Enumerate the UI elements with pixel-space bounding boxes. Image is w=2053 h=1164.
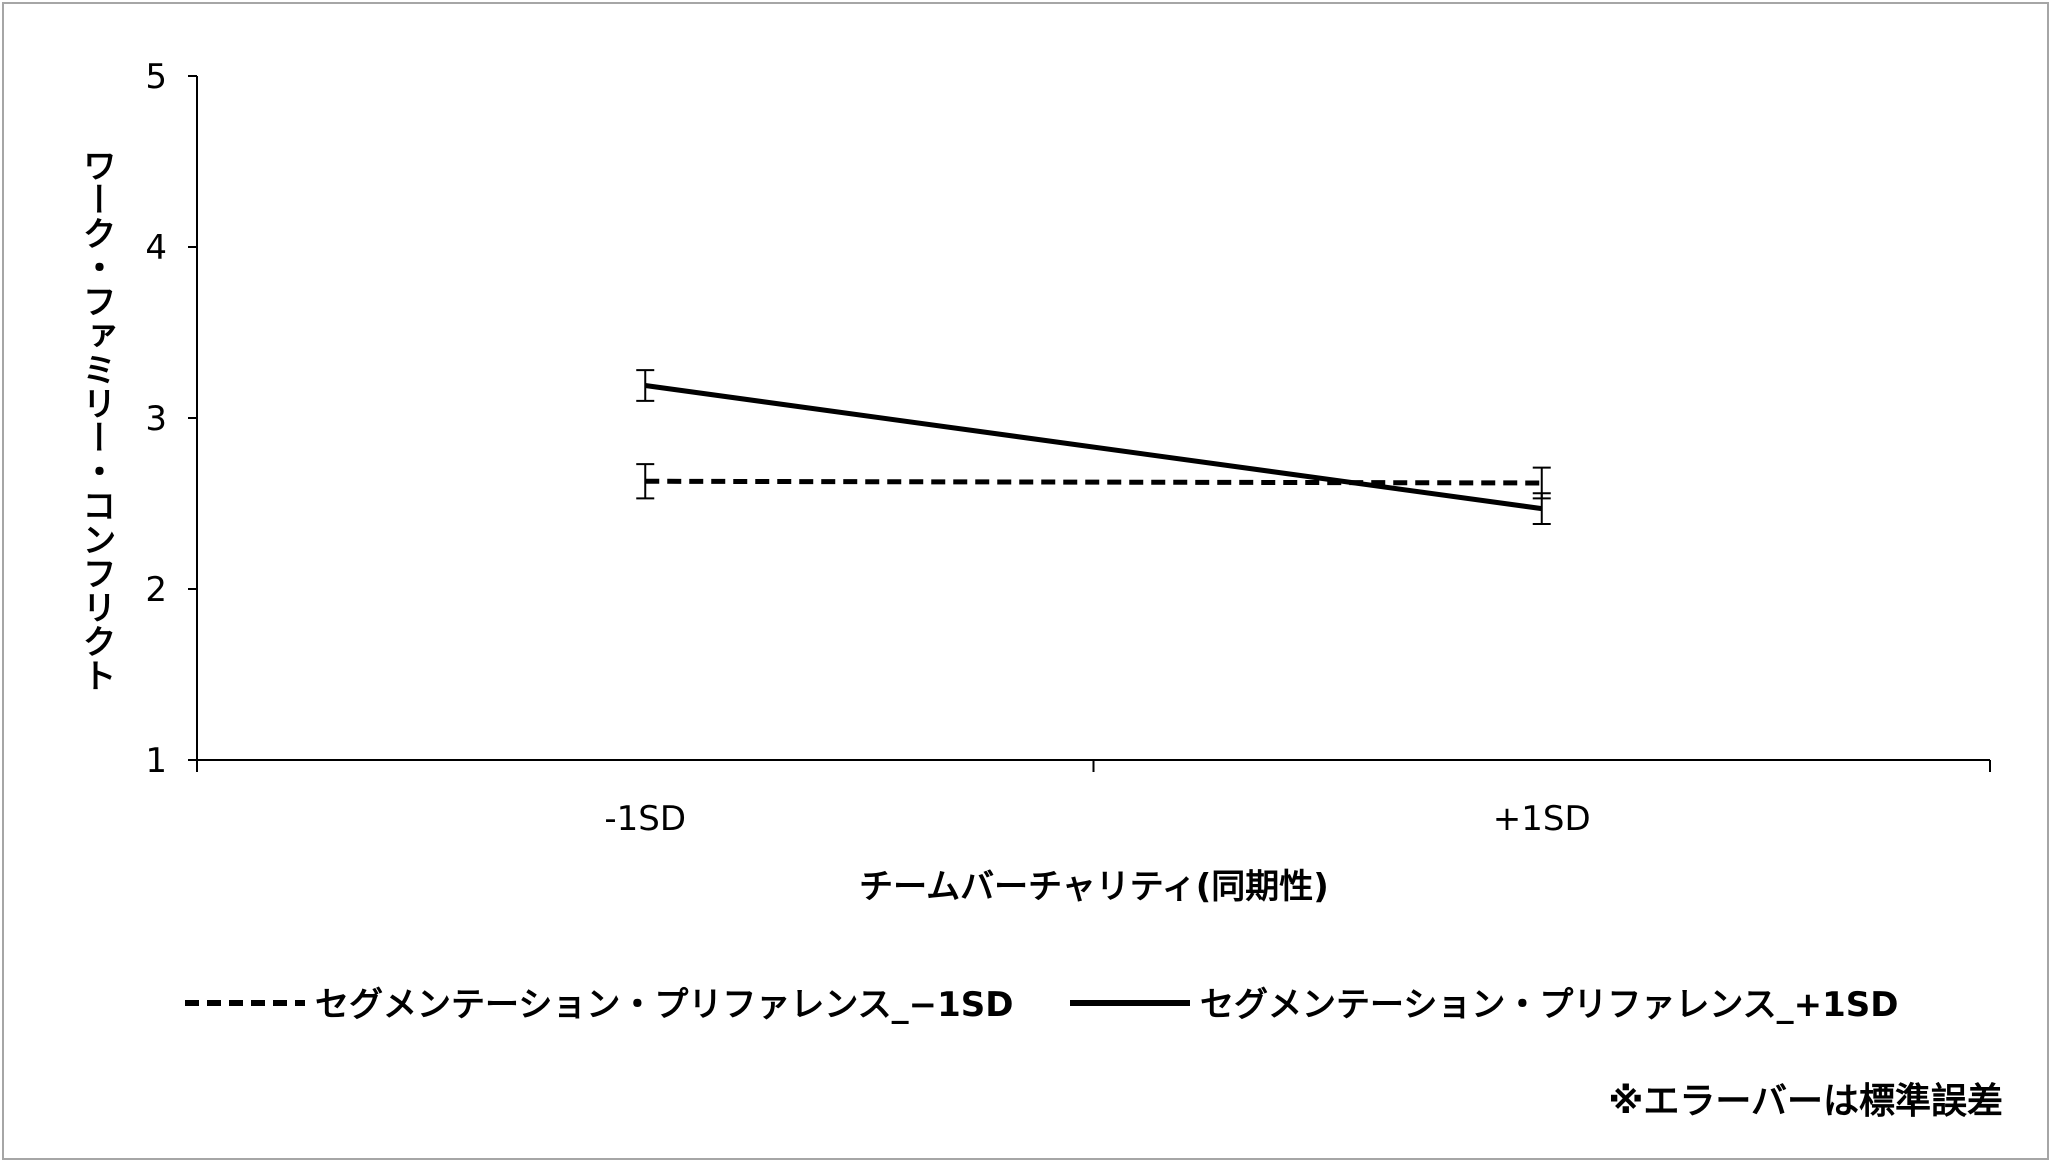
x-ticks: -1SD +1SD: [196, 760, 1991, 839]
axes: [196, 76, 1990, 761]
data-point: [1541, 482, 1543, 484]
y-tick-label: 5: [145, 57, 167, 97]
legend-label-plus-1sd: セグメンテーション・プリファレンス_+1SD: [1200, 985, 1899, 1025]
y-axis-title: ワーク・ファミリー・コンフリクト: [76, 148, 116, 692]
data-point: [644, 385, 646, 387]
x-tick-label: -1SD: [604, 799, 686, 839]
legend: セグメンテーション・プリファレンス_−1SD セグメンテーション・プリファレンス…: [185, 985, 1899, 1025]
x-axis-title: チームバーチャリティ(同期性): [859, 867, 1329, 907]
error-bar-note: ※エラーバーは標準誤差: [1608, 1081, 2003, 1122]
series-line-plus-1sd: [644, 383, 1543, 512]
data-point: [1541, 508, 1543, 510]
x-tick-label: +1SD: [1493, 799, 1591, 839]
y-tick-label: 4: [145, 228, 167, 268]
y-ticks: 1 2 3 4 5: [145, 57, 197, 781]
y-tick-label: 3: [145, 399, 167, 439]
series-layer: [636, 369, 1551, 526]
data-point: [644, 480, 646, 482]
legend-label-minus-1sd: セグメンテーション・プリファレンス_−1SD: [315, 985, 1014, 1025]
y-tick-label: 2: [145, 570, 167, 610]
y-tick-label: 1: [145, 741, 167, 781]
series-line-minus-1sd: [645, 478, 1542, 486]
